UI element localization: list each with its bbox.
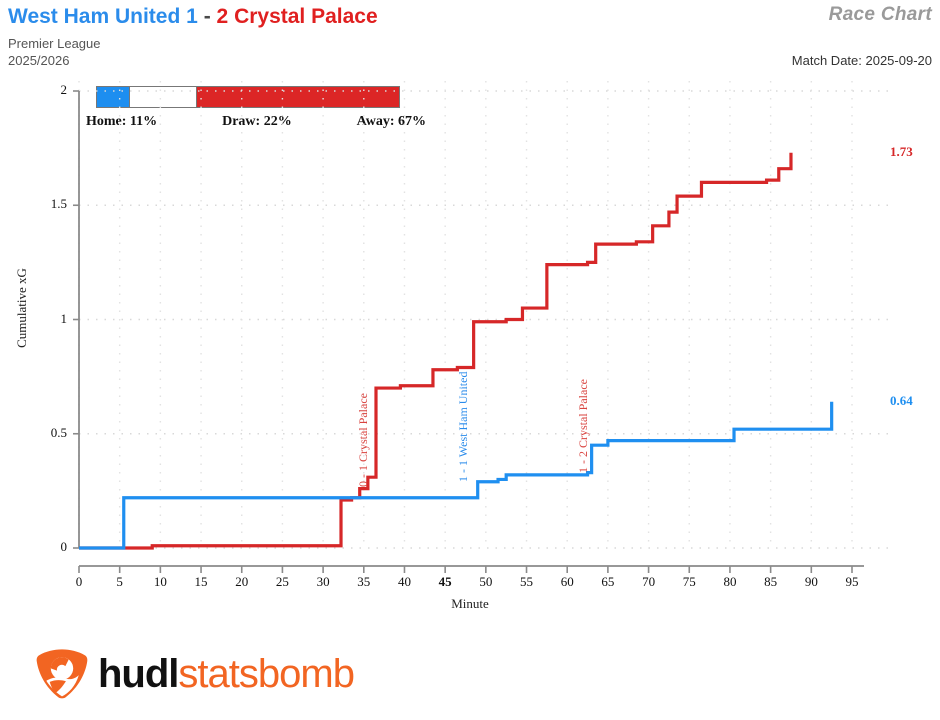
home-team-score: 1 <box>186 5 198 28</box>
x-axis-tick-label: 40 <box>397 574 411 589</box>
home-final-xg-label: 0.64 <box>890 392 913 408</box>
x-axis-tick-label: 95 <box>845 574 859 589</box>
goal-annotation: 0 - 1 Crystal Palace <box>355 393 370 488</box>
logo-wordmark: hudlstatsbomb <box>98 652 355 696</box>
probability-bar-track <box>96 86 400 108</box>
x-axis-tick-label: 45 <box>438 574 452 589</box>
title-block: West Ham United 1 - 2 Crystal Palace <box>8 2 378 32</box>
x-axis-tick-label: 30 <box>316 574 330 589</box>
probability-segment-draw <box>130 87 197 107</box>
x-axis-tick-label: 0 <box>75 574 83 589</box>
x-axis-tick-label: 20 <box>235 574 249 589</box>
x-axis-tick-label: 60 <box>560 574 574 589</box>
x-axis-tick-label: 55 <box>520 574 534 589</box>
x-axis-tick-label: 35 <box>357 574 371 589</box>
competition-name: Premier League <box>8 36 101 51</box>
probability-segment-away <box>196 87 399 107</box>
y-axis-tick-label: 2 <box>60 82 68 97</box>
away-team-name: Crystal Palace <box>234 5 378 28</box>
y-axis-tick-label: 1 <box>60 310 68 326</box>
y-axis-tick-label: 0 <box>60 539 68 554</box>
match-date-label: Match Date: 2025-09-20 <box>791 53 932 68</box>
x-axis-tick-label: 75 <box>682 574 696 589</box>
x-axis-tick-label: 70 <box>642 574 656 589</box>
page-title: West Ham United 1 - 2 Crystal Palace <box>8 2 378 32</box>
x-axis-tick-label: 50 <box>479 574 493 589</box>
probability-label-home: Home: 11% <box>86 114 158 129</box>
away-final-xg-label: 1.73 <box>890 143 913 159</box>
logo-statsbomb-text: statsbomb <box>178 652 355 696</box>
hudl-shield-icon <box>36 649 88 699</box>
x-axis-tick-label: 65 <box>601 574 615 589</box>
y-axis-title: Cumulative xG <box>14 268 29 348</box>
logo-hudl-text: hudl <box>98 652 179 696</box>
x-axis-tick-label: 85 <box>764 574 778 589</box>
chart-kind-label: Race Chart <box>828 4 932 25</box>
x-axis-title: Minute <box>451 596 489 611</box>
x-axis-tick-label: 80 <box>723 574 737 589</box>
x-axis-tick-label: 15 <box>194 574 208 589</box>
win-probability-bar <box>96 86 400 108</box>
probability-legend: Home: 11% Draw: 22% Away: 67% <box>86 114 426 130</box>
season-label: 2025/2026 <box>8 53 70 68</box>
goal-annotation: 1 - 1 West Ham United <box>456 371 471 483</box>
probability-label-draw: Draw: 22% <box>222 114 292 129</box>
x-axis-tick-label: 5 <box>116 574 123 589</box>
hudl-statsbomb-logo: hudlstatsbomb <box>34 646 355 702</box>
x-axis-tick-label: 25 <box>275 574 289 589</box>
x-axis-tick-label: 10 <box>153 574 167 589</box>
goal-annotation: 1 - 2 Crystal Palace <box>575 379 590 474</box>
probability-label-away: Away: 67% <box>356 114 426 129</box>
probability-segment-home <box>97 87 131 107</box>
x-axis-tick-label: 90 <box>804 574 818 589</box>
y-axis-tick-label: 0.5 <box>50 424 67 440</box>
home-team-name: West Ham United <box>8 5 181 28</box>
y-axis-tick-label: 1.5 <box>50 196 67 212</box>
score-separator: - <box>203 5 211 28</box>
away-team-score: 2 <box>216 5 229 28</box>
